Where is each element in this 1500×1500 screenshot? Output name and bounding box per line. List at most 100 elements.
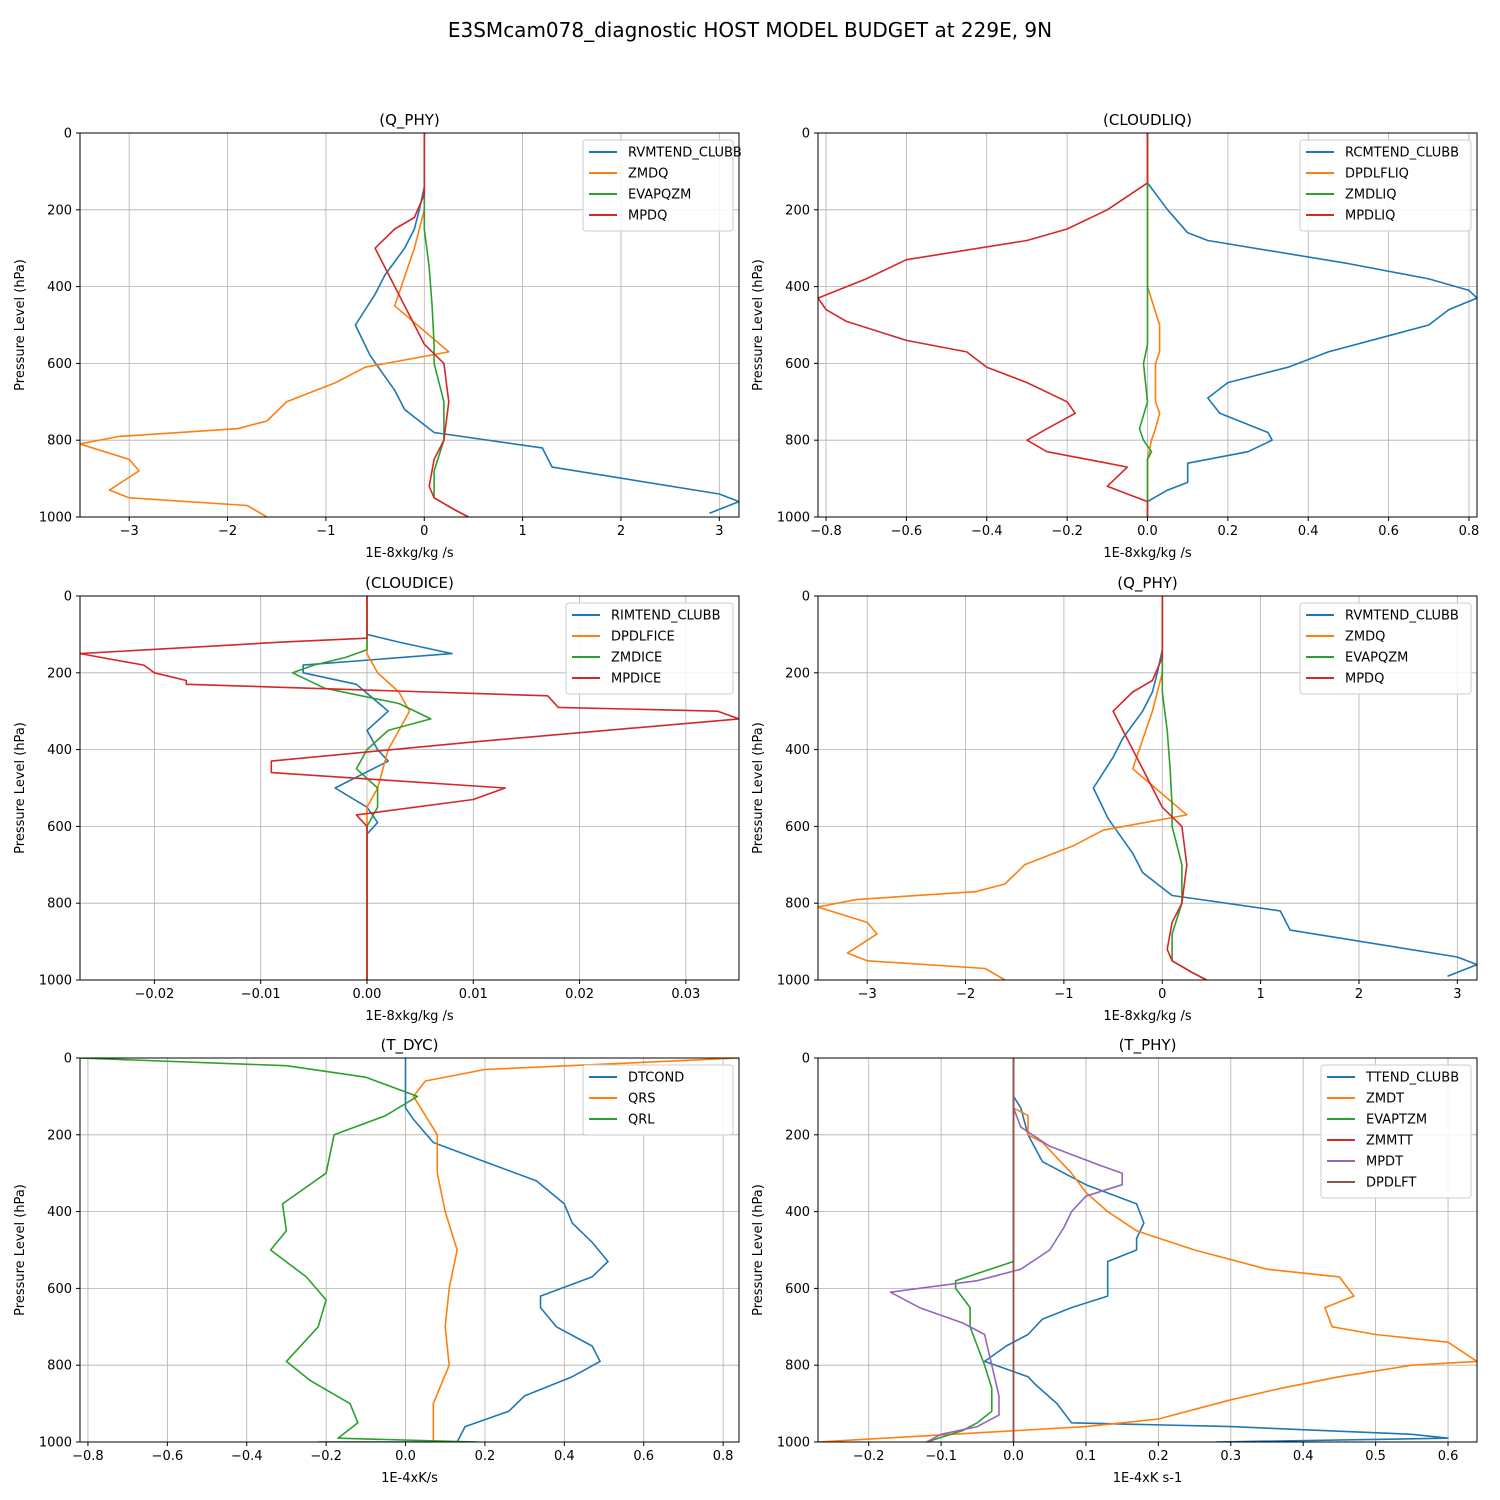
x-tick-label: −0.4 xyxy=(231,1449,263,1464)
x-tick-label: −0.02 xyxy=(134,987,174,1002)
x-tick-label: −1 xyxy=(1054,987,1073,1002)
legend-entry: DPDLFLIQ xyxy=(1345,167,1409,182)
y-tick-label: 600 xyxy=(47,357,72,372)
series-line-zmdt xyxy=(818,1058,1477,1442)
panel-title: (CLOUDLIQ) xyxy=(1103,111,1192,129)
x-tick-label: 0.4 xyxy=(1298,524,1319,539)
legend-box xyxy=(1320,1064,1472,1199)
series-line-zmdliq xyxy=(1138,133,1153,517)
series-line-ttend-clubb xyxy=(983,1058,1449,1442)
series-line-mpdt xyxy=(889,1058,1123,1442)
y-tick-label: 600 xyxy=(785,357,810,372)
x-tick-label: 0.2 xyxy=(1148,1449,1169,1464)
axes-frame xyxy=(817,1057,1478,1443)
legend-entry: EVAPTZM xyxy=(1366,1113,1427,1128)
chart-panel-5: −0.8 −0.6 −0.4 −0.2 0.0 0.2 0.4 0.6 0.8 0 200 400 60… xyxy=(13,1036,740,1486)
chart-panel-3: −0.02 −0.01 0.00 0.01 0.02 0.03 0 200 400 600 800 1… xyxy=(13,574,740,1024)
x-tick-label: 0.3 xyxy=(1220,1449,1241,1464)
legend-entry: MPDT xyxy=(1366,1155,1403,1170)
y-tick-label: 400 xyxy=(47,280,72,295)
x-tick-label: −0.2 xyxy=(853,1449,885,1464)
series-line-mpdice xyxy=(80,596,739,980)
x-tick-label: 2 xyxy=(1355,987,1363,1002)
x-tick-label: −0.6 xyxy=(152,1449,184,1464)
y-tick-label: 1000 xyxy=(777,1436,810,1451)
y-tick-label: 800 xyxy=(47,897,72,912)
legend-entry: QRL xyxy=(628,1113,655,1128)
x-tick-label: −3 xyxy=(120,524,139,539)
panel-title: (T_PHY) xyxy=(1119,1036,1177,1055)
y-tick-label: 800 xyxy=(47,434,72,449)
series-group xyxy=(818,133,1477,517)
y-tick-label: 800 xyxy=(785,1359,810,1374)
x-tick-label: 0.02 xyxy=(565,987,594,1002)
series-line-zmdq xyxy=(80,133,450,517)
x-tick-label: −0.1 xyxy=(925,1449,957,1464)
x-tick-label: 0.4 xyxy=(1293,1449,1314,1464)
series-group xyxy=(818,596,1477,980)
legend-entry: RVMTEND_CLUBB xyxy=(1345,609,1459,624)
series-line-rimtend-clubb xyxy=(302,596,453,980)
y-tick-label: 0 xyxy=(64,127,72,142)
x-tick-label: 0.5 xyxy=(1365,1449,1386,1464)
x-axis-label: 1E-4xK s-1 xyxy=(1113,1471,1183,1486)
series-line-mpdq xyxy=(374,133,469,517)
x-axis-label: 1E-8xkg/kg /s xyxy=(365,546,454,561)
legend-box xyxy=(1299,139,1472,232)
series-group xyxy=(80,133,739,517)
y-axis-label: Pressure Level (hPa) xyxy=(751,259,766,391)
y-axis-label: Pressure Level (hPa) xyxy=(751,1184,766,1316)
y-tick-label: 600 xyxy=(47,1282,72,1297)
y-tick-label: 0 xyxy=(64,1052,72,1067)
x-tick-label: 0.6 xyxy=(633,1449,654,1464)
legend-entry: RVMTEND_CLUBB xyxy=(628,146,742,161)
legend-box xyxy=(582,1064,734,1136)
x-tick-label: 0.2 xyxy=(475,1449,496,1464)
y-tick-label: 1000 xyxy=(777,511,810,526)
y-tick-label: 400 xyxy=(47,1205,72,1220)
x-axis-label: 1E-8xkg/kg /s xyxy=(365,1009,454,1024)
x-tick-label: −0.8 xyxy=(72,1449,104,1464)
series-line-rvmtend-clubb xyxy=(354,133,739,514)
y-tick-label: 1000 xyxy=(777,974,810,989)
x-tick-label: −0.8 xyxy=(810,524,842,539)
legend-entry: RCMTEND_CLUBB xyxy=(1345,146,1459,161)
legend-entry: ZMDQ xyxy=(1345,630,1385,645)
series-line-qrs xyxy=(412,1058,739,1442)
legend: RIMTEND_CLUBB DPDLFICE ZMDICE MPDICE xyxy=(565,602,734,695)
axes-frame xyxy=(79,595,740,981)
y-tick-label: 200 xyxy=(785,1128,810,1143)
legend-entry: DTCOND xyxy=(628,1071,684,1086)
y-tick-label: 200 xyxy=(47,666,72,681)
x-tick-label: 0.0 xyxy=(1137,524,1158,539)
figure-title: E3SMcam078_diagnostic HOST MODEL BUDGET … xyxy=(448,18,1052,42)
series-line-rvmtend-clubb xyxy=(1092,596,1477,977)
panels-container: −3 −2 −1 0 1 2 302004006008001000(Q_PHY)1E-8xk… xyxy=(13,111,1479,1486)
x-tick-label: −0.01 xyxy=(241,987,281,1002)
x-tick-label: −2 xyxy=(956,987,975,1002)
y-tick-label: 400 xyxy=(785,280,810,295)
series-line-dpdlfice xyxy=(366,596,411,980)
axes-frame xyxy=(817,595,1478,981)
legend: RVMTEND_CLUBB ZMDQ EVAPQZM MPDQ xyxy=(1299,602,1472,695)
chart-panel-6: −0.2 −0.1 0.0 0.1 0.2 0.3 0.4 0.5 0.6 0 200 400 600 8… xyxy=(751,1036,1478,1486)
legend-entry: ZMDLIQ xyxy=(1345,188,1396,203)
legend-entry: MPDQ xyxy=(628,209,667,224)
chart-panel-1: −3 −2 −1 0 1 2 3 0 200 400 600 800 1000 (Q_PHY) 1E-8xk… xyxy=(13,111,742,561)
y-tick-label: 0 xyxy=(802,590,810,605)
legend: TTEND_CLUBB ZMDT EVAPTZM ZMMTT MPDT DPDLFT xyxy=(1320,1064,1472,1199)
x-tick-label: 0.8 xyxy=(1459,524,1480,539)
x-tick-label: 0.0 xyxy=(1003,1449,1024,1464)
legend-box xyxy=(565,602,734,695)
y-tick-label: 600 xyxy=(47,820,72,835)
x-tick-label: −1 xyxy=(316,524,335,539)
legend-entry: ZMDT xyxy=(1366,1092,1404,1107)
y-tick-label: 400 xyxy=(785,743,810,758)
series-line-mpdq xyxy=(1112,596,1207,980)
axes-frame xyxy=(79,1057,740,1443)
x-tick-label: −0.2 xyxy=(1051,524,1083,539)
series-group xyxy=(818,1058,1477,1442)
y-tick-label: 400 xyxy=(785,1205,810,1220)
legend-entry: DPDLFT xyxy=(1366,1176,1416,1191)
